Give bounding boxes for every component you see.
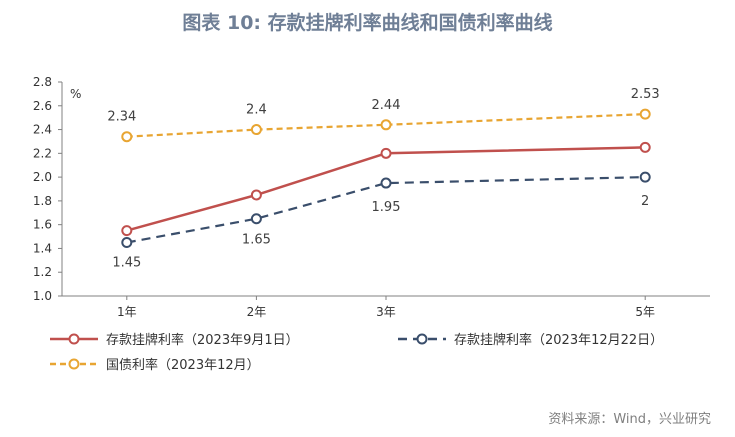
legend-swatch-marker bbox=[68, 333, 80, 345]
y-tick-label: 1.4 bbox=[33, 241, 52, 255]
series-point bbox=[250, 213, 262, 225]
series-point bbox=[121, 237, 133, 248]
data-label: 2.53 bbox=[631, 87, 660, 102]
x-tick-label: 2年 bbox=[247, 305, 267, 319]
series-point bbox=[639, 108, 651, 120]
series-point bbox=[121, 225, 133, 237]
y-tick-label: 2.0 bbox=[33, 170, 52, 184]
y-unit-label: % bbox=[70, 87, 81, 101]
series-point bbox=[639, 171, 651, 183]
series-point bbox=[380, 147, 392, 159]
y-tick-label: 1.2 bbox=[33, 265, 52, 279]
data-label: 2.34 bbox=[107, 110, 136, 125]
series-point bbox=[250, 189, 262, 201]
x-tick-label: 1年 bbox=[117, 305, 137, 319]
series-point bbox=[121, 131, 133, 143]
legend-label: 国债利率（2023年12月） bbox=[106, 357, 260, 373]
y-tick-label: 2.2 bbox=[33, 146, 52, 160]
y-tick-label: 2.4 bbox=[33, 123, 52, 137]
legend-swatch-marker bbox=[68, 358, 80, 370]
source-note: 资料来源：Wind，兴业研究 bbox=[548, 412, 711, 427]
data-label: 1.95 bbox=[372, 200, 401, 215]
series-line bbox=[126, 176, 646, 244]
y-tick-label: 1.0 bbox=[33, 289, 52, 303]
legend-label: 存款挂牌利率（2023年12月22日） bbox=[454, 332, 663, 348]
series-line bbox=[126, 146, 646, 232]
data-label: 2.4 bbox=[246, 103, 267, 118]
data-label: 2 bbox=[641, 194, 649, 209]
data-label: 2.44 bbox=[372, 98, 401, 113]
legend-label: 存款挂牌利率（2023年9月1日） bbox=[106, 332, 299, 348]
y-tick-label: 2.8 bbox=[33, 75, 52, 89]
series-point bbox=[380, 119, 392, 131]
legend-swatch-marker bbox=[416, 333, 428, 345]
x-tick-label: 3年 bbox=[376, 305, 396, 319]
y-tick-label: 2.6 bbox=[33, 99, 52, 113]
series-line bbox=[126, 113, 646, 138]
data-label: 1.45 bbox=[112, 256, 141, 271]
series-point bbox=[380, 177, 392, 189]
series-point bbox=[250, 124, 262, 136]
series-point bbox=[639, 141, 651, 153]
y-tick-label: 1.6 bbox=[33, 218, 52, 232]
chart-title: 图表 10: 存款挂牌利率曲线和国债利率曲线 bbox=[182, 12, 553, 34]
x-tick-label: 5年 bbox=[635, 305, 655, 319]
y-tick-label: 1.8 bbox=[33, 194, 52, 208]
data-label: 1.65 bbox=[242, 233, 271, 248]
